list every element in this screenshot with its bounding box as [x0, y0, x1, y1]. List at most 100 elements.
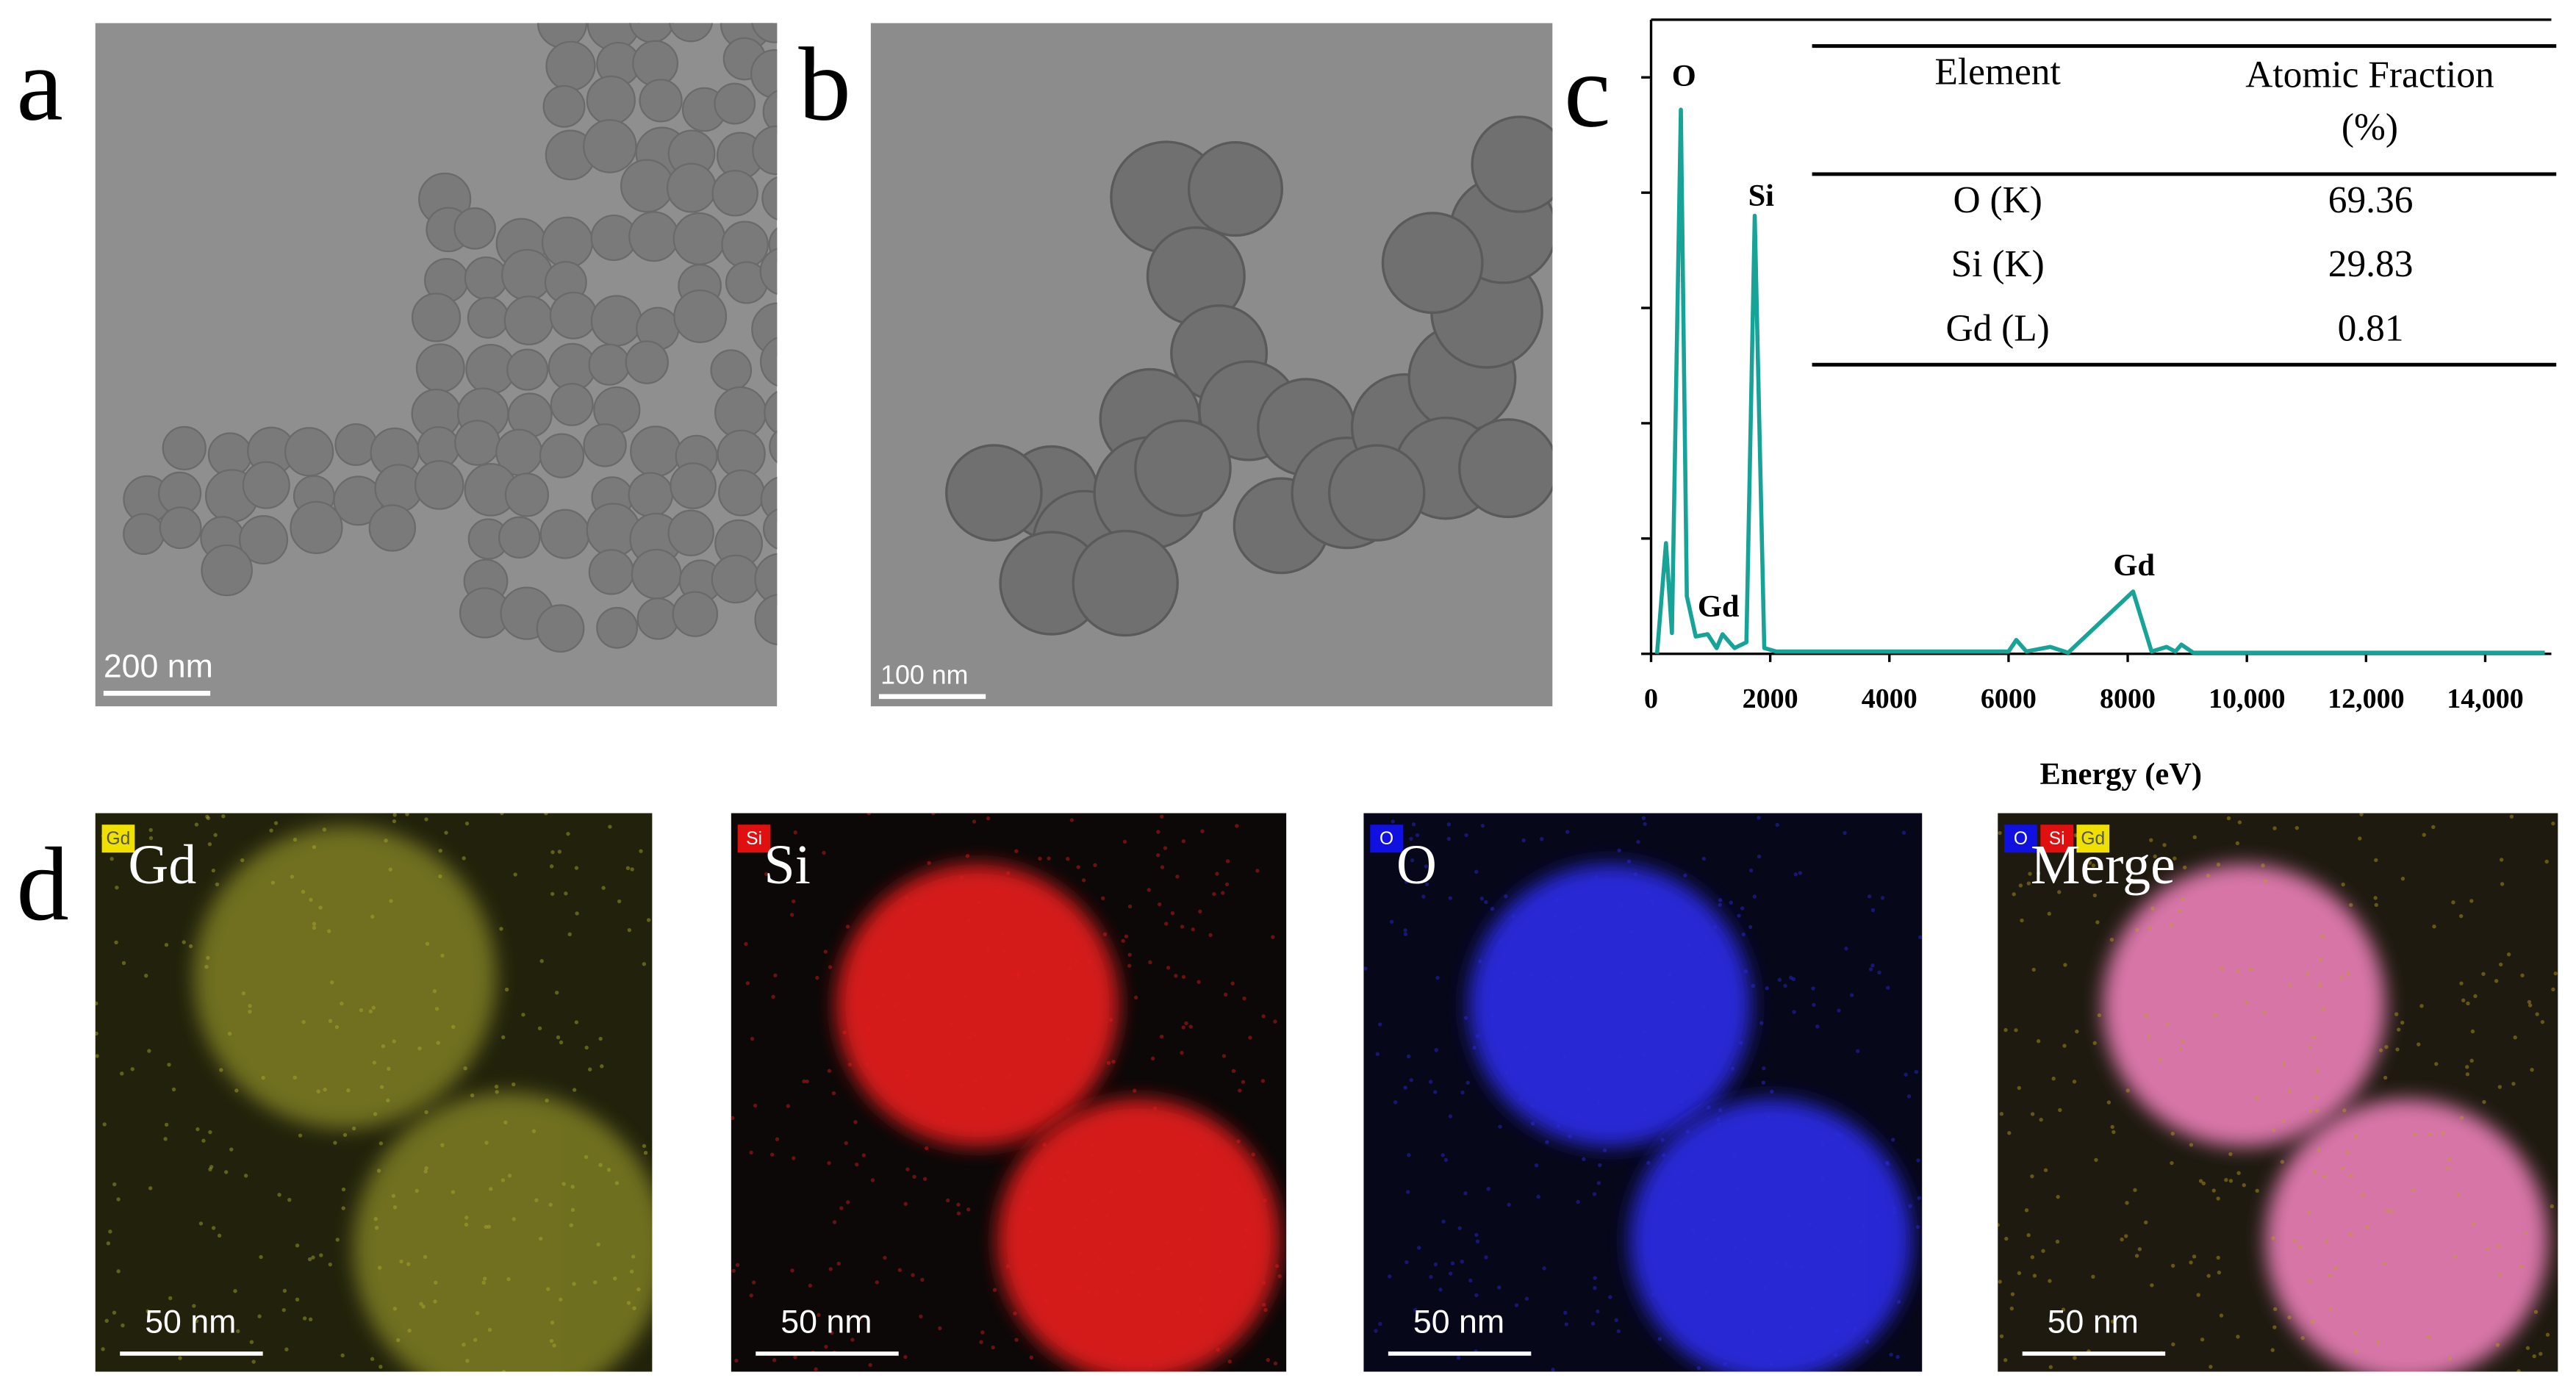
map-noise	[1711, 1218, 1716, 1222]
map-noise	[2224, 1177, 2228, 1182]
map-noise	[2358, 836, 2362, 841]
map-noise	[557, 850, 562, 854]
map-noise	[120, 1071, 124, 1076]
map-noise	[805, 1079, 809, 1084]
particle	[752, 125, 778, 176]
x-tick-label: 0	[1644, 683, 1658, 714]
map-noise	[1521, 838, 1526, 843]
particle	[668, 23, 714, 43]
map-noise	[1277, 1274, 1282, 1279]
element-badge	[1370, 825, 1403, 853]
map-noise	[574, 866, 579, 870]
map-noise	[2097, 1013, 2102, 1018]
map-noise	[2465, 1065, 2469, 1069]
particle	[536, 604, 585, 653]
map-noise	[608, 825, 612, 829]
map-noise	[444, 830, 448, 835]
map-noise	[1038, 856, 1042, 861]
map-noise	[1569, 929, 1574, 933]
map-noise	[2308, 1108, 2313, 1113]
map-noise	[1221, 891, 1225, 895]
map-noise	[1081, 878, 1086, 883]
map-noise	[432, 989, 437, 994]
map-noise	[392, 1205, 398, 1210]
map-noise	[1118, 1357, 1123, 1362]
particle	[506, 348, 549, 391]
map-noise	[2062, 1044, 2067, 1048]
map-noise	[1484, 1255, 1488, 1260]
map-noise	[1164, 922, 1169, 926]
map-noise	[270, 880, 276, 885]
map-noise	[259, 1254, 263, 1260]
map-noise	[1513, 971, 1517, 975]
map-noise	[1843, 830, 1847, 836]
map-noise	[243, 1174, 248, 1178]
map-noise	[1649, 899, 1654, 903]
map-noise	[1608, 1295, 1612, 1299]
map-noise	[1175, 875, 1180, 879]
map-noise	[1415, 833, 1420, 838]
map-noise	[2073, 833, 2078, 838]
map-noise	[1404, 880, 1409, 884]
particle-map	[997, 1099, 1280, 1372]
map-noise	[223, 1170, 229, 1174]
map-noise	[1759, 1021, 1764, 1025]
map-noise	[1617, 1055, 1621, 1060]
map-noise	[1732, 1152, 1737, 1157]
map-noise	[1449, 1271, 1453, 1276]
map-noise	[2506, 952, 2511, 957]
particle	[539, 509, 590, 559]
map-noise	[1867, 894, 1872, 899]
map-noise	[2499, 858, 2504, 862]
map-noise	[1456, 1356, 1461, 1360]
map-noise	[2426, 1335, 2431, 1339]
map-noise	[2339, 976, 2344, 980]
particle	[762, 90, 778, 134]
map-noise	[1094, 1291, 1099, 1296]
map-noise	[1262, 1302, 1266, 1307]
particle	[583, 119, 637, 173]
map-noise	[1391, 819, 1395, 824]
map-noise	[2109, 937, 2114, 942]
map-noise	[1550, 974, 1554, 979]
map-noise	[2545, 1332, 2550, 1337]
map-noise	[855, 1162, 859, 1167]
map-noise	[1127, 952, 1132, 957]
map-noise	[1998, 1223, 2000, 1227]
map-noise	[1108, 1190, 1113, 1195]
map-noise	[2178, 1046, 2184, 1052]
map-noise	[440, 1143, 445, 1147]
map-noise	[749, 1293, 753, 1298]
map-noise	[858, 1316, 863, 1321]
map-noise	[1775, 822, 1779, 827]
map-noise	[2171, 1342, 2175, 1347]
map-noise	[182, 940, 186, 944]
map-noise	[221, 814, 226, 819]
map-noise	[1662, 1153, 1666, 1157]
map-noise	[1683, 873, 1687, 877]
map-noise	[1468, 1278, 1473, 1283]
map-noise	[1568, 974, 1574, 979]
map-noise	[470, 1093, 475, 1098]
map-noise	[1844, 947, 1848, 951]
map-noise	[206, 955, 210, 960]
map-noise	[168, 1296, 173, 1301]
map-noise	[377, 1265, 382, 1270]
map-noise	[2500, 882, 2505, 886]
map-noise	[2211, 1188, 2216, 1193]
map-noise	[1138, 1291, 1142, 1296]
map-noise	[1044, 1299, 1048, 1304]
map-noise	[1779, 1348, 1783, 1353]
map-noise	[1614, 1318, 1618, 1323]
scale-bar-label: 50 nm	[2048, 1304, 2139, 1340]
map-noise	[1198, 1297, 1202, 1301]
map-noise	[1000, 932, 1005, 936]
map-noise	[1845, 1318, 1850, 1324]
map-noise	[1014, 1337, 1019, 1342]
map-noise	[434, 1280, 438, 1285]
map-noise	[372, 1060, 377, 1065]
map-noise	[371, 1005, 376, 1010]
map-noise	[1620, 971, 1624, 975]
map-noise	[484, 1224, 488, 1229]
map-noise	[1670, 1000, 1674, 1005]
